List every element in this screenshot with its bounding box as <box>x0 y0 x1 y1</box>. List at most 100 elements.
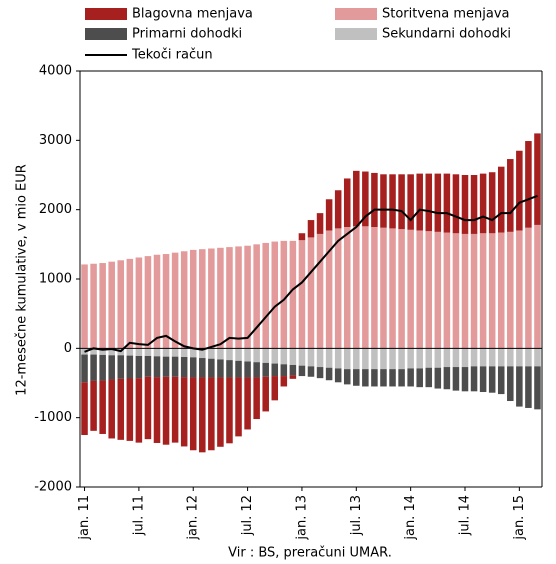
bar-segment <box>398 174 405 230</box>
bar-segment <box>497 166 505 233</box>
bar-segment <box>162 356 170 377</box>
bar-segment <box>316 213 324 234</box>
bar-segment <box>525 227 532 349</box>
bar-segment <box>126 348 134 356</box>
legend-swatch <box>335 28 377 40</box>
bar-segment <box>253 348 260 363</box>
bar-segment <box>162 254 170 349</box>
bar-segment <box>108 261 115 349</box>
bar-segment <box>434 231 442 349</box>
bar-segment <box>452 367 460 391</box>
legend-label: Tekoči račun <box>131 48 213 63</box>
bar-segment <box>443 367 451 390</box>
bar-segment <box>189 249 197 349</box>
x-tick-label: jan. 15 <box>512 495 527 541</box>
bar-segment <box>253 377 260 420</box>
bar-segment <box>316 348 324 368</box>
bar-segment <box>488 348 496 367</box>
bar-segment <box>135 257 143 349</box>
bar-segment <box>81 382 88 435</box>
bar-segment <box>135 378 143 443</box>
bar-segment <box>461 233 469 349</box>
bar-segment <box>153 348 161 357</box>
bar-segment <box>434 173 442 232</box>
bar-segment <box>271 363 279 377</box>
y-tick-label: -2000 <box>34 480 72 495</box>
bar-segment <box>271 241 279 349</box>
bar-segment <box>117 260 125 349</box>
legend-label: Storitvena menjava <box>382 7 510 22</box>
bar-segment <box>189 377 197 451</box>
bar-segment <box>208 248 215 349</box>
bar-segment <box>479 348 487 367</box>
bar-segment <box>516 150 523 231</box>
bar-segment <box>217 359 224 378</box>
bar-segment <box>180 357 188 378</box>
bar-segment <box>416 368 423 388</box>
y-tick-label: 0 <box>64 341 72 356</box>
bar-segment <box>307 220 315 238</box>
bar-segment <box>199 348 206 359</box>
bar-segment <box>407 174 414 230</box>
bar-segment <box>180 251 188 349</box>
bar-segment <box>171 252 179 349</box>
bar-segment <box>298 233 306 241</box>
bar-segment <box>325 199 333 231</box>
x-tick-label: jan. 12 <box>186 495 201 541</box>
bar-segment <box>126 258 134 349</box>
bar-segment <box>534 348 541 367</box>
bar-segment <box>343 369 351 385</box>
bar-segment <box>443 173 451 233</box>
bar-segment <box>180 348 188 357</box>
bar-segment <box>171 376 179 443</box>
bar-segment <box>189 348 197 358</box>
bar-segment <box>217 247 224 349</box>
bar-segment <box>253 362 260 378</box>
bar-segment <box>208 348 215 359</box>
bar-segment <box>362 171 369 227</box>
bar-segment <box>289 364 297 376</box>
bar-segment <box>171 348 179 357</box>
bar-segment <box>353 170 360 227</box>
bar-segment <box>343 227 351 349</box>
bar-segment <box>307 237 315 349</box>
bar-segment <box>407 229 414 349</box>
bar-segment <box>262 362 269 377</box>
bar-segment <box>380 227 387 349</box>
bar-segment <box>362 348 369 370</box>
bar-segment <box>325 230 333 349</box>
bar-segment <box>497 232 505 349</box>
y-tick-label: -1000 <box>34 410 72 425</box>
bar-segment <box>507 231 514 349</box>
bar-segment <box>525 348 532 367</box>
bar-segment <box>217 377 224 447</box>
bar-segment <box>425 367 433 388</box>
bar-segment <box>271 348 279 364</box>
bar-segment <box>153 356 161 378</box>
bar-segment <box>316 367 324 379</box>
bar-segment <box>108 379 115 439</box>
bar-segment <box>407 348 414 369</box>
x-tick-label: jan. 11 <box>77 495 92 541</box>
bar-segment <box>389 369 396 387</box>
bar-segment <box>108 348 115 356</box>
bar-segment <box>108 355 115 380</box>
bar-segment <box>452 233 460 349</box>
legend-swatch <box>85 28 127 40</box>
bar-segment <box>144 348 152 356</box>
bar-segment <box>298 365 306 377</box>
bar-segment <box>470 233 478 349</box>
bar-segment <box>253 244 260 349</box>
bar-segment <box>334 190 342 229</box>
bar-segment <box>380 369 387 387</box>
bar-segment <box>461 367 469 392</box>
bar-segment <box>353 226 360 349</box>
bar-segment <box>280 376 288 387</box>
bar-segment <box>235 377 242 437</box>
bar-segment <box>488 366 496 393</box>
bar-segment <box>434 367 442 389</box>
bar-segment <box>343 178 351 227</box>
bar-segment <box>398 229 405 349</box>
bar-segment <box>525 366 532 408</box>
